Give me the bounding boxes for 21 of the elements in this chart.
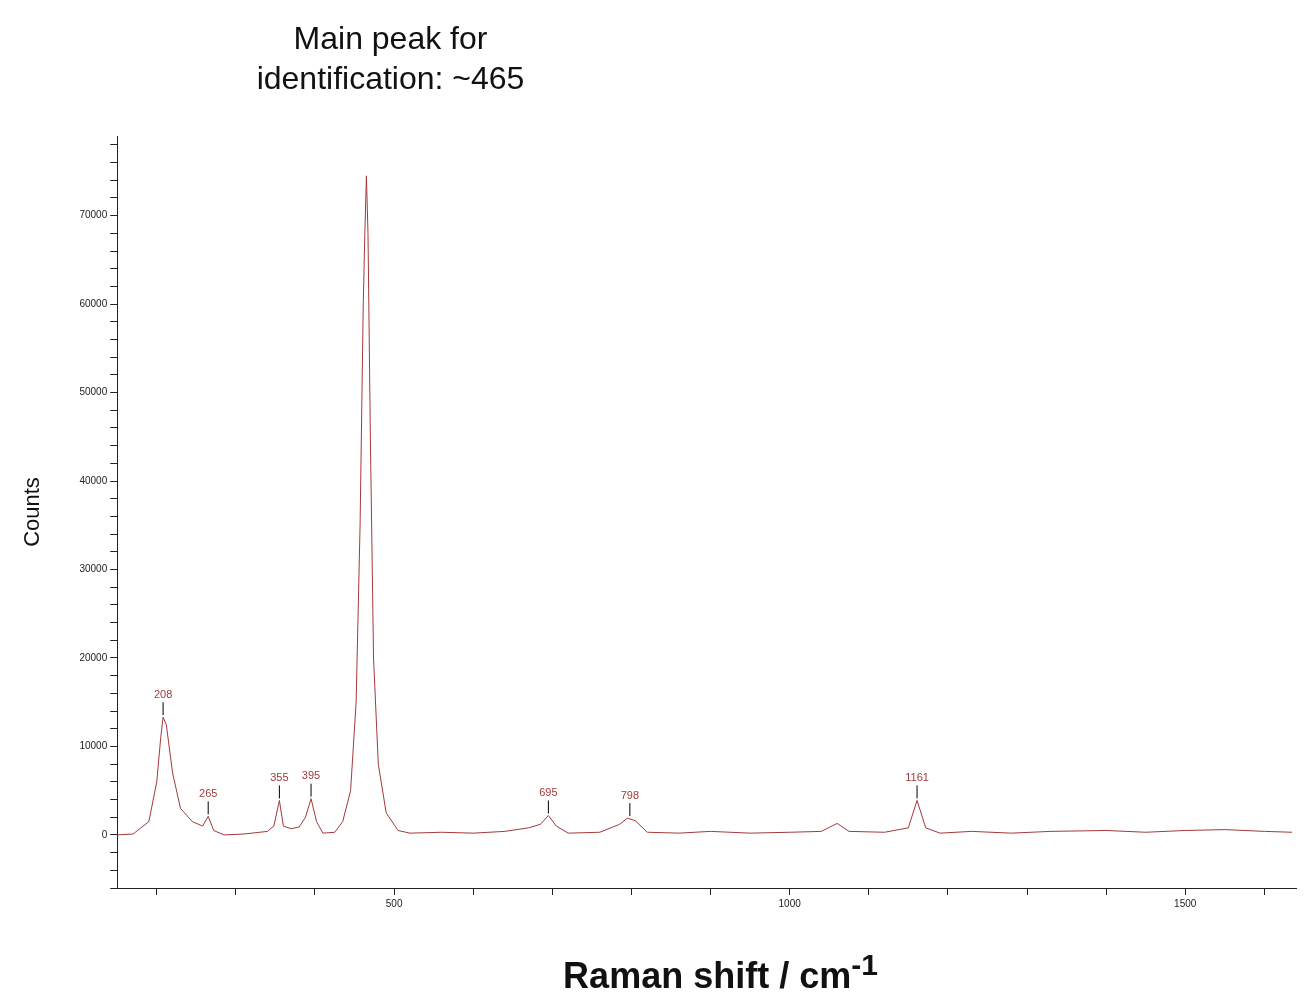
y-tick-label: 0 [101,828,108,840]
annotation: 208 [153,687,173,700]
x-tick-label: 1500 [1174,897,1197,909]
annotation: 798 [620,788,640,801]
y-tick-label: 30000 [79,563,108,575]
x-axis-title: Raman shift / cm$^{-1}$ [562,948,879,995]
annotation: 695 [539,785,558,798]
y-tick-label: 40000 [79,474,108,486]
annotation: 395 [301,769,321,782]
y-axis-title: Counts [19,477,45,547]
annotation: 355 [270,770,289,783]
y-tick-label: 70000 [79,209,108,221]
annotation: 265 [199,786,218,799]
chart-title: Main peak for identification: ~465 [255,19,526,98]
y-tick-label: 50000 [79,386,108,398]
y-tick-label: 60000 [79,297,108,309]
x-tick-label: 500 [385,897,403,909]
y-tick-label: 10000 [79,740,108,752]
annotation: 1161 [905,770,929,783]
x-tick-label: 1000 [778,897,802,909]
y-tick-label: 20000 [79,651,108,663]
